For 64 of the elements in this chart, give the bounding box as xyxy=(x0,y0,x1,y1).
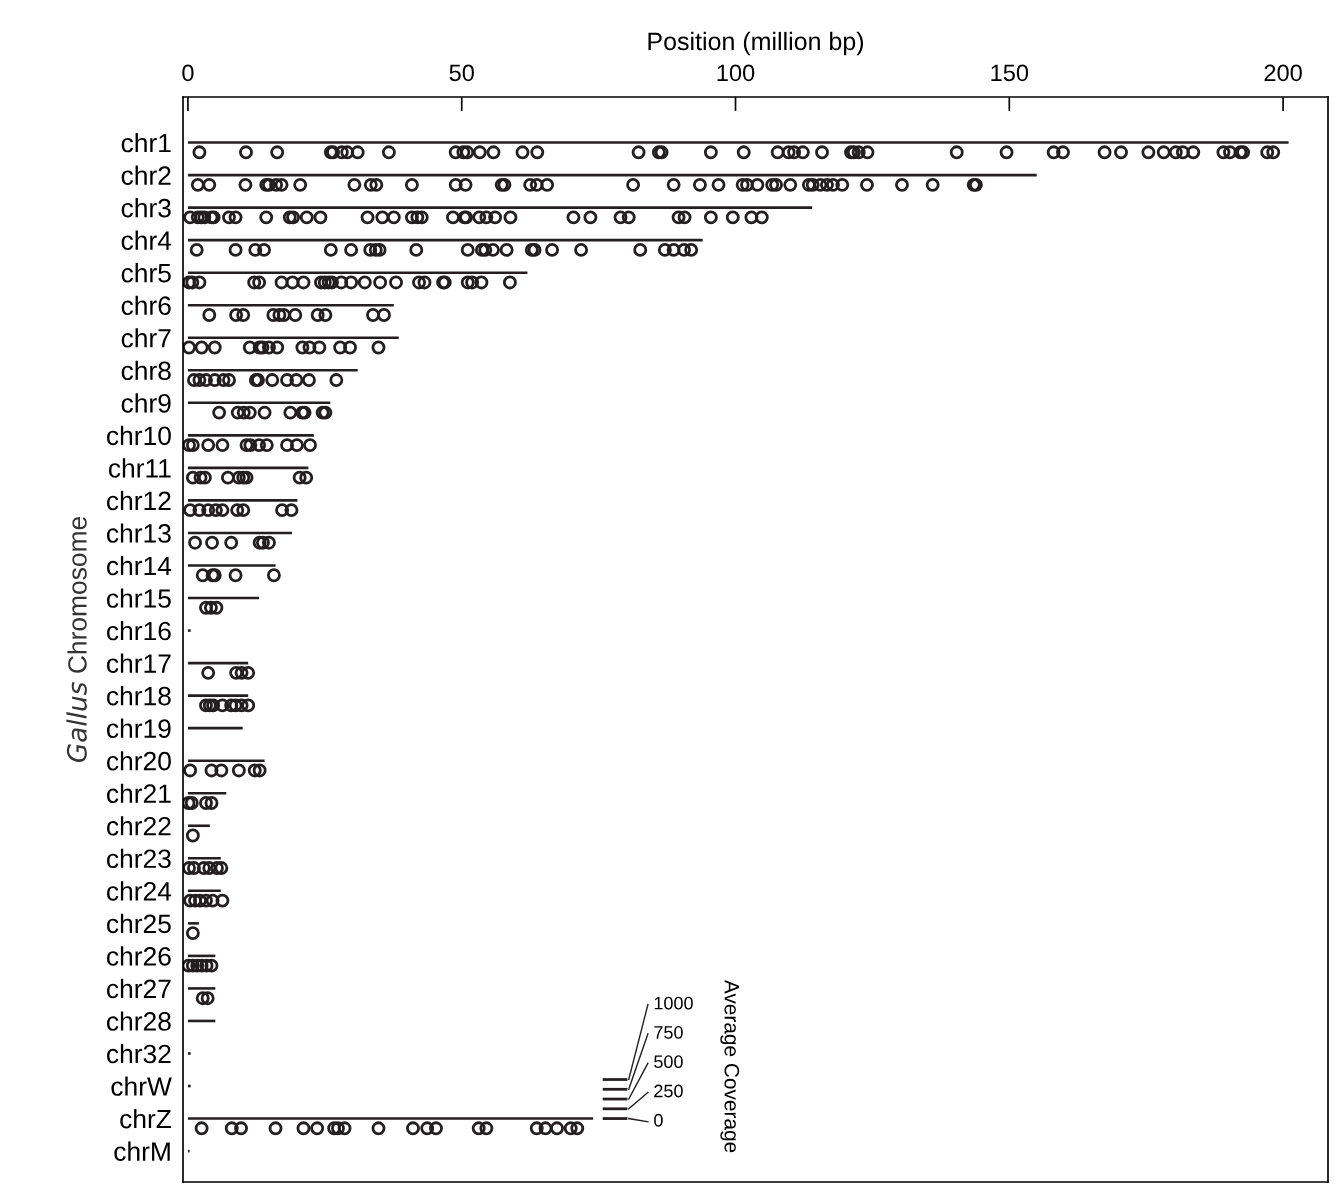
y-tick-label: chr18 xyxy=(107,686,171,706)
annotation: 1000 xyxy=(654,996,693,1010)
bar xyxy=(187,499,298,502)
x-tick-label: 150 xyxy=(991,64,1029,82)
y-tick-label: chr22 xyxy=(107,816,171,836)
y-tick-label: chr28 xyxy=(107,1011,171,1031)
bar xyxy=(187,759,265,762)
y-tick-label: chr3 xyxy=(121,198,171,218)
bar xyxy=(187,271,528,274)
y-tick-label: chr32 xyxy=(107,1043,171,1064)
bar xyxy=(187,1052,191,1055)
bar xyxy=(187,922,199,925)
y-tick-label: chr19 xyxy=(107,718,171,738)
x-axis-title: Position (million bp) xyxy=(648,31,864,56)
x-tick-label: 200 xyxy=(1264,64,1302,82)
y-tick-label: chr6 xyxy=(121,295,171,316)
y-tick-label: chr16 xyxy=(107,620,171,641)
y-tick-label: chr4 xyxy=(121,230,172,250)
annotation: 750 xyxy=(654,1026,683,1039)
annotation: 250 xyxy=(654,1084,683,1098)
bar xyxy=(187,824,210,828)
bar xyxy=(187,1117,594,1120)
y-tick-label: chr26 xyxy=(107,946,171,966)
bar xyxy=(187,368,358,372)
y-tick-label: chr2 xyxy=(121,165,171,185)
y-tick-label: chrZ xyxy=(120,1109,172,1129)
y-tick-label: chr15 xyxy=(107,588,171,608)
bar xyxy=(187,791,227,795)
bar xyxy=(187,206,813,209)
bar xyxy=(187,856,221,860)
y-tick-label: chr23 xyxy=(107,848,171,869)
y-tick-label: chr8 xyxy=(121,360,171,381)
y-tick-label: chr11 xyxy=(108,458,171,478)
y-tick-label: chr17 xyxy=(107,653,171,673)
x-tick-label: 0 xyxy=(182,64,194,82)
bar xyxy=(187,629,191,632)
bar xyxy=(187,564,276,567)
x-tick-label: 50 xyxy=(449,64,474,82)
y-tick-label: chrW xyxy=(111,1076,172,1096)
y-tick-label: chr21 xyxy=(107,783,171,804)
bar xyxy=(187,434,314,437)
y-tick-label: chr12 xyxy=(107,490,171,511)
bar xyxy=(187,694,249,697)
bar xyxy=(187,987,216,990)
y-tick-label: chr7 xyxy=(121,328,171,348)
annotation: 500 xyxy=(654,1055,683,1069)
bar xyxy=(187,141,1289,144)
y-axis-title: Gallus Chromosome xyxy=(66,516,87,763)
y-tick-label: chr25 xyxy=(107,913,171,934)
y-tick-label: chr24 xyxy=(107,881,172,901)
y-tick-label: chr14 xyxy=(107,555,172,576)
y-tick-label: chr9 xyxy=(121,393,171,413)
y-tick-label: chr13 xyxy=(107,523,171,543)
annotation: Average Coverage xyxy=(720,979,740,1153)
y-tick-label: chr10 xyxy=(107,425,171,446)
y-tick-label: chr20 xyxy=(107,751,171,771)
x-tick-label: 100 xyxy=(717,64,755,82)
y-tick-label: chrM xyxy=(114,1141,170,1161)
y-tick-label: chr1 xyxy=(121,132,171,153)
y-tick-label: chr27 xyxy=(107,978,171,999)
annotation: 0 xyxy=(654,1113,663,1127)
bar xyxy=(187,303,394,307)
y-tick-label: chr5 xyxy=(121,263,171,283)
bar xyxy=(187,336,399,340)
